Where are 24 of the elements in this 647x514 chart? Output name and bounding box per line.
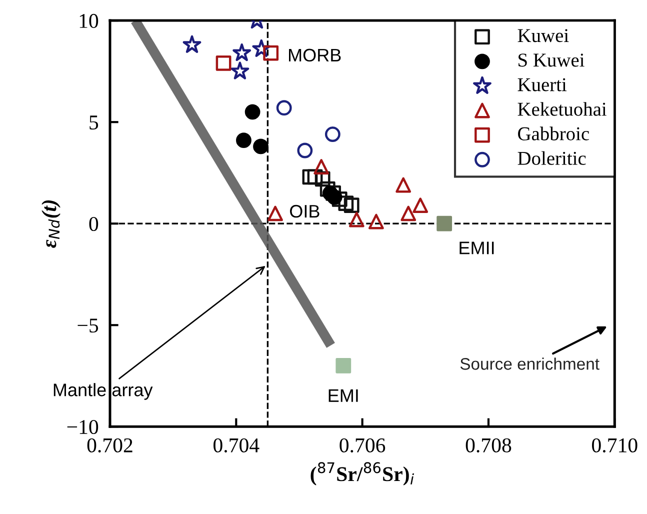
x-tick-label: 0.702	[87, 438, 132, 452]
x-axis-title: ($^{87}$Sr/$^{86}$Sr)$_{i}$	[310, 462, 414, 486]
annotation: OIB	[290, 204, 320, 218]
legend-label: Kuwei	[518, 29, 569, 42]
y-tick-label: 0	[89, 216, 98, 232]
y-tick-label: −10	[67, 420, 98, 434]
x-tick-label: 0.710	[592, 438, 638, 452]
x-tick-label: 0.708	[466, 438, 512, 452]
annotation: Mantle array	[54, 383, 153, 400]
y-tick-label: −5	[78, 318, 98, 333]
y-tick-label: 10	[80, 14, 98, 28]
annotation: EMI	[328, 389, 358, 402]
annotation: MORB	[289, 48, 341, 62]
legend-label: Keketuohai	[518, 102, 606, 116]
legend-label: Doleritic	[518, 151, 586, 165]
y-tick-label: 5	[90, 116, 98, 130]
legend-label: S Kuwei	[518, 54, 584, 67]
y-axis-title: ε$_{Nd}$(t)	[42, 200, 60, 248]
annotation: EMII	[460, 242, 494, 254]
x-tick-label: 0.704	[214, 438, 260, 452]
legend-label: Kuerti	[518, 78, 567, 92]
x-tick-label: 0.706	[340, 438, 386, 452]
annotation: Source enrichment	[460, 358, 600, 370]
legend-label: Gabbroic	[518, 126, 589, 140]
